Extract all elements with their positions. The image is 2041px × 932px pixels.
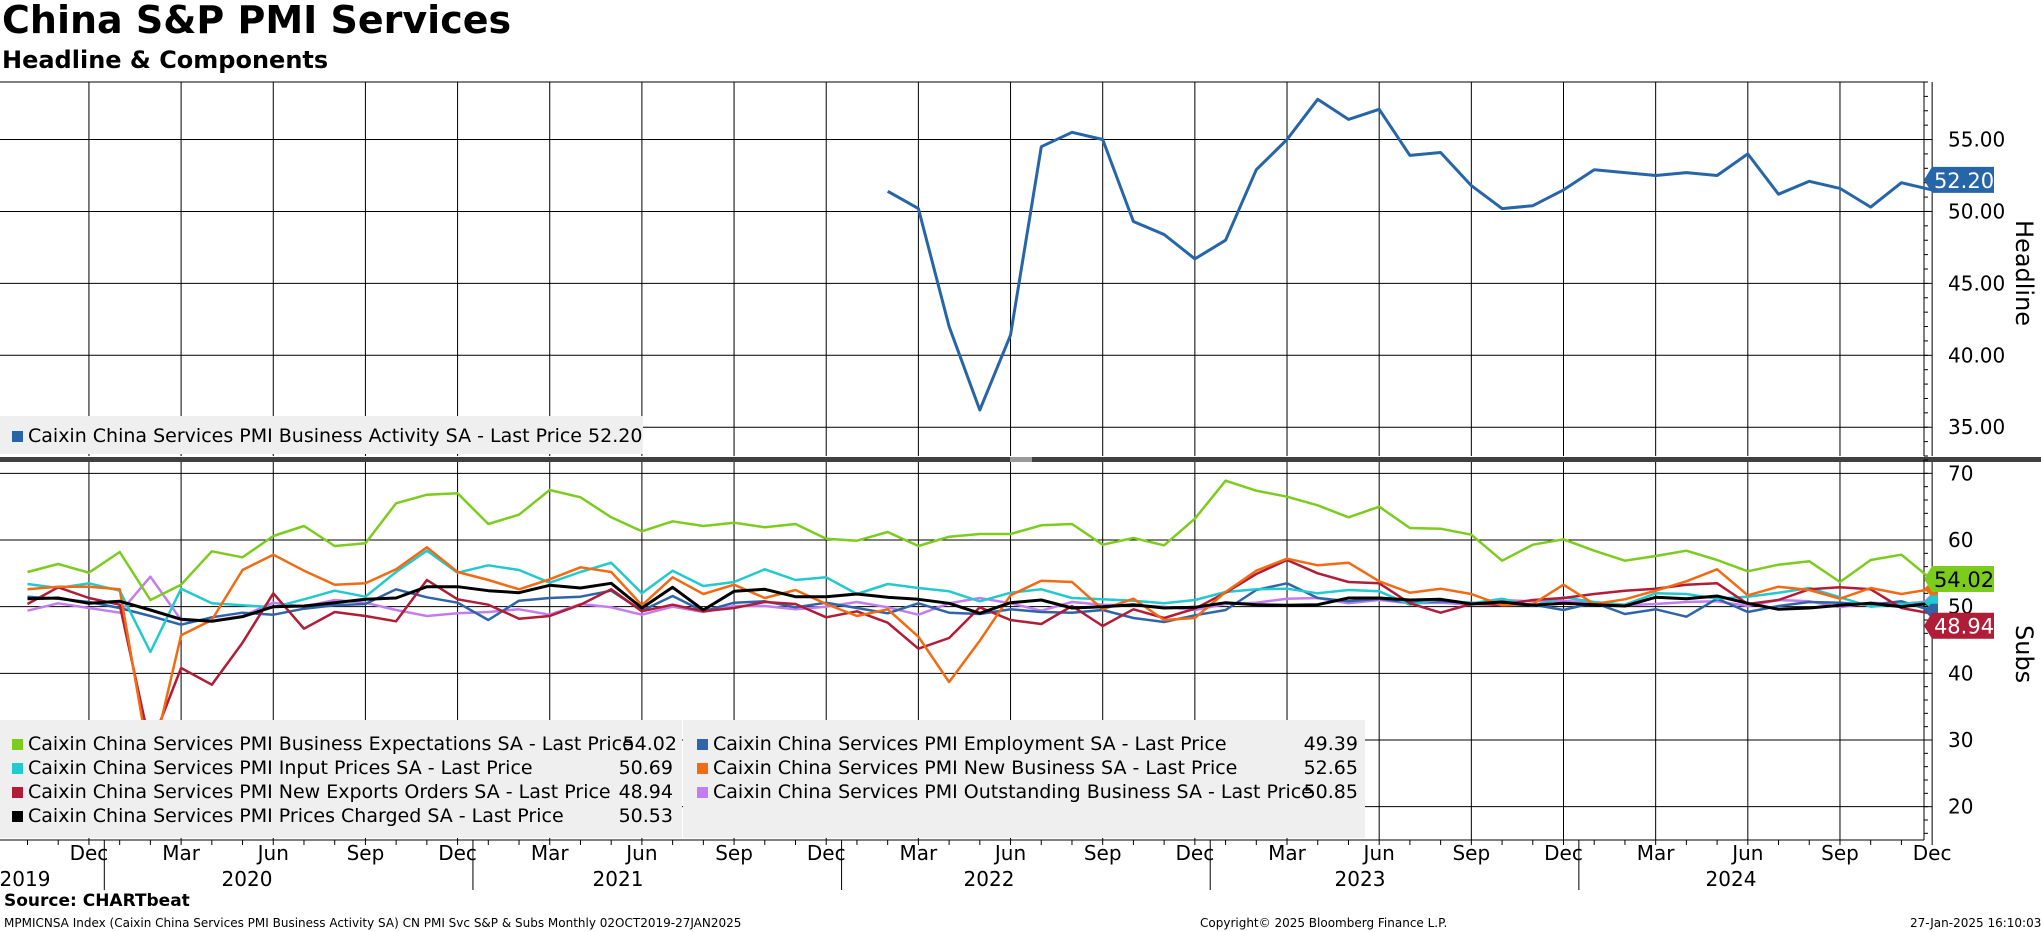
headline-y-tick-label: 50.00 (1948, 199, 2005, 223)
legend-swatch-business_activity (12, 431, 23, 442)
subs-legend-box-left (0, 720, 682, 838)
x-tick-label: Dec (438, 841, 477, 865)
subs-y-tick-label: 20 (1948, 795, 1973, 819)
subs-series-prices_charged (27, 581, 1933, 623)
legend-value-new_exports: 48.94 (619, 781, 673, 803)
x-year-label: 2019 (0, 867, 50, 891)
x-year-label: 2023 (1335, 867, 1386, 891)
x-tick-label: Dec (70, 841, 109, 865)
chart-subtitle: Headline & Components (2, 46, 329, 74)
timestamp: 27-Jan-2025 16:10:03 (1910, 916, 2041, 930)
x-tick-label: Dec (1176, 841, 1215, 865)
panel-divider-handle (1010, 457, 1032, 462)
x-year-label: 2022 (964, 867, 1015, 891)
x-tick-label: Dec (1913, 841, 1952, 865)
x-tick-label: Mar (900, 841, 939, 865)
x-tick-label: Mar (531, 841, 570, 865)
headline-y-tick-label: 45.00 (1948, 271, 2005, 295)
x-year-label: 2020 (222, 867, 273, 891)
subs-legend-box-right (683, 720, 1365, 838)
subs-series-new_exports (26, 558, 1933, 748)
x-tick-label: Mar (1637, 841, 1676, 865)
subs-badge-new-exports-shape (1924, 612, 1994, 639)
copyright: Copyright© 2025 Bloomberg Finance L.P. (1200, 916, 1448, 930)
subs-series-business_expectations (27, 479, 1933, 602)
headline-last-price-badge-shape (1924, 166, 1994, 193)
subs-badge-business-expectations-shape (1924, 566, 1994, 592)
subs-y-tick-label: 70 (1948, 461, 1973, 485)
legend-value-outstanding_business: 50.85 (1304, 781, 1358, 803)
headline-y-tick-label: 55.00 (1948, 128, 2005, 152)
x-tick-label: Sep (347, 841, 385, 865)
subs-badge-new-exports-label: 48.94 (1934, 615, 1994, 639)
x-tick-label: Mar (1268, 841, 1307, 865)
subs-y-tick-label: 30 (1948, 728, 1973, 752)
legend-swatch-new_exports (12, 787, 23, 798)
subs-series-input_prices (27, 549, 1933, 654)
x-tick-label: Dec (807, 841, 846, 865)
x-year-label: 2021 (593, 867, 644, 891)
legend-value-input_prices: 50.69 (619, 757, 673, 779)
legend-label-prices_charged: Caixin China Services PMI Prices Charged… (28, 805, 564, 827)
legend-value-prices_charged: 50.53 (619, 805, 673, 827)
subs-y-tick-label: 40 (1948, 661, 1973, 685)
headline-y-tick-label: 40.00 (1948, 343, 2005, 367)
legend-swatch-outstanding_business (697, 787, 708, 798)
headline-axis-title: Headline (2010, 220, 2038, 326)
x-tick-label: Sep (1084, 841, 1122, 865)
legend-value-business_expectations: 54.02 (623, 733, 677, 755)
legend-swatch-prices_charged (12, 811, 23, 822)
x-tick-label: Jun (1730, 841, 1763, 865)
x-tick-label: Jun (993, 841, 1026, 865)
legend-label-outstanding_business: Caixin China Services PMI Outstanding Bu… (713, 781, 1313, 803)
legend-value-employment: 49.39 (1304, 733, 1358, 755)
legend-label-business_activity: Caixin China Services PMI Business Activ… (28, 425, 642, 447)
index-info: MPMICNSA Index (Caixin China Services PM… (4, 916, 742, 930)
subs-badge-business-expectations-label: 54.02 (1934, 568, 1994, 592)
legend-value-new_business: 52.65 (1304, 757, 1358, 779)
headline-y-tick-label: 35.00 (1948, 415, 2005, 439)
legend-swatch-input_prices (12, 763, 23, 774)
legend-label-business_expectations: Caixin China Services PMI Business Expec… (28, 733, 634, 755)
x-tick-label: Sep (1452, 841, 1490, 865)
x-tick-label: Sep (1821, 841, 1859, 865)
legend-swatch-employment (697, 739, 708, 750)
subs-axis-title: Subs (2010, 625, 2038, 683)
x-tick-label: Jun (256, 841, 289, 865)
legend-label-input_prices: Caixin China Services PMI Input Prices S… (28, 757, 533, 779)
legend-swatch-business_expectations (12, 739, 23, 750)
chart-title: China S&P PMI Services (2, 0, 512, 42)
legend-swatch-new_business (697, 763, 708, 774)
headline-last-price-badge-label: 52.20 (1934, 169, 1994, 193)
x-tick-label: Dec (1544, 841, 1583, 865)
x-tick-label: Sep (715, 841, 753, 865)
legend-label-employment: Caixin China Services PMI Employment SA … (713, 733, 1227, 755)
legend-label-new_exports: Caixin China Services PMI New Exports Or… (28, 781, 611, 803)
subs-series-new_business (27, 546, 1933, 768)
headline-series-business_activity (886, 97, 1964, 412)
headline-legend-box (0, 416, 643, 454)
legend-label-new_business: Caixin China Services PMI New Business S… (713, 757, 1237, 779)
x-year-label: 2024 (1706, 867, 1757, 891)
subs-y-tick-label: 60 (1948, 528, 1973, 552)
x-tick-label: Mar (162, 841, 201, 865)
x-tick-label: Jun (1362, 841, 1395, 865)
source-label: Source: CHARTbeat (4, 891, 190, 911)
x-tick-label: Jun (624, 841, 657, 865)
